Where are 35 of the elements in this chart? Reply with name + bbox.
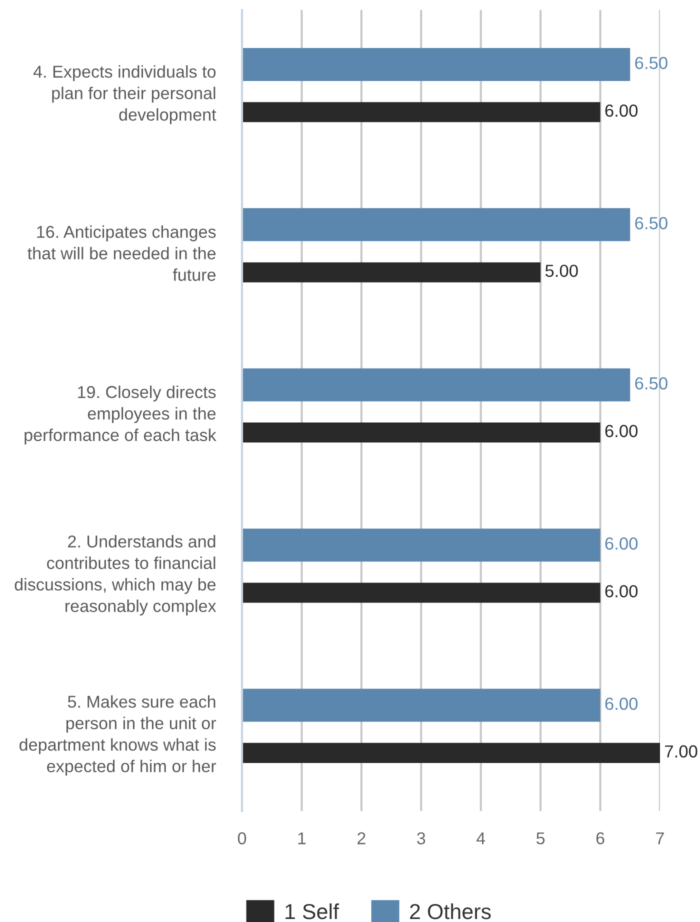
x-tick-label: 2 <box>358 832 366 844</box>
x-tick-label: 5 <box>536 832 545 844</box>
data-label: 7.00 <box>665 745 698 758</box>
bar <box>242 48 630 81</box>
data-label: 6.00 <box>605 585 638 598</box>
bar <box>242 742 660 763</box>
bar <box>242 688 600 722</box>
y-tick-label: 16. Anticipates changes that will be needed in the future <box>28 225 216 281</box>
data-label: 6.50 <box>635 56 668 70</box>
data-label: 6.00 <box>605 104 638 117</box>
y-tick-label: 2. Understands and contributes to financial discussions, which may be reasonably complex <box>14 535 216 616</box>
y-tick-label: 5. Makes sure each person in the unit or department knows what is expected of him or her <box>20 695 216 776</box>
legend-label: 1 Self <box>286 903 340 920</box>
bar <box>242 262 541 282</box>
x-tick-label: 6 <box>596 832 604 844</box>
x-tick-label: 1 <box>298 832 306 844</box>
bar <box>242 368 630 402</box>
data-label: 5.00 <box>545 264 578 277</box>
bar <box>242 102 600 122</box>
y-tick-label: 4. Expects individuals to plan for their personal development <box>33 65 216 124</box>
bar <box>242 528 600 562</box>
x-tick-label: 4 <box>476 832 486 844</box>
x-tick-label: 7 <box>656 832 664 844</box>
bar <box>242 582 600 603</box>
data-label: 6.00 <box>605 698 638 710</box>
x-tick-label: 0 <box>238 832 246 844</box>
data-label: 6.00 <box>605 424 638 438</box>
data-label: 6.50 <box>635 217 668 230</box>
bar <box>242 208 630 242</box>
data-label: 6.50 <box>635 377 668 390</box>
legend-label: 2 Others <box>410 903 491 920</box>
data-label: 6.00 <box>605 537 638 550</box>
x-tick-label: 3 <box>417 832 426 844</box>
bar <box>242 422 600 443</box>
y-tick-label: 19. Closely directs employees in the performance of each task <box>24 386 216 445</box>
